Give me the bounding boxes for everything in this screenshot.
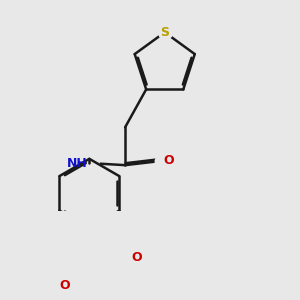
- Text: O: O: [131, 251, 142, 264]
- Text: O: O: [60, 279, 70, 292]
- Text: NH: NH: [67, 157, 87, 169]
- Text: S: S: [160, 26, 169, 39]
- Text: O: O: [163, 154, 174, 167]
